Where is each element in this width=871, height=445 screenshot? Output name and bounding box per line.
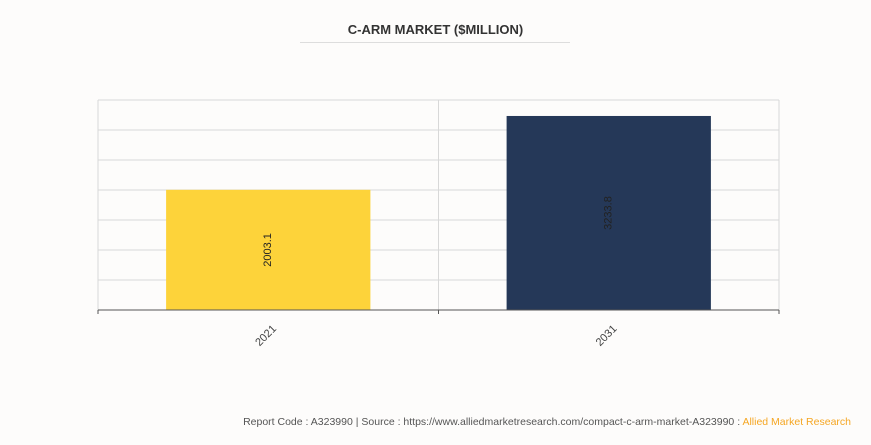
title-underline: [300, 42, 570, 43]
chart-title: C-ARM MARKET ($MILLION): [347, 22, 524, 37]
data-label: 3233.8: [603, 196, 615, 230]
x-tick-label: 2031: [594, 323, 620, 349]
bar-2021: [166, 189, 371, 310]
footer-brand[interactable]: Allied Market Research: [742, 416, 851, 428]
bar-2031: [506, 115, 711, 310]
footer: Report Code : A323990 | Source : https:/…: [243, 416, 851, 428]
x-tick-label: 2021: [253, 323, 279, 349]
footer-source: Report Code : A323990 | Source : https:/…: [243, 416, 743, 428]
data-label: 2003.1: [262, 233, 274, 267]
